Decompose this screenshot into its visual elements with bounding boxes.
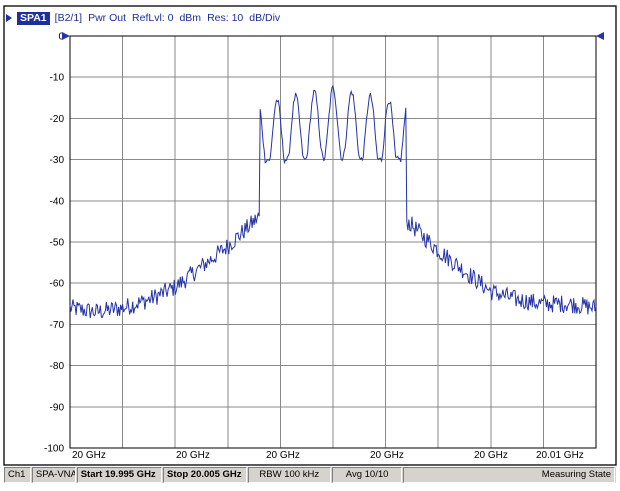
status-bar: Ch1 SPA-VNA Start 19.995 GHz Stop 20.005… xyxy=(4,467,616,483)
trace-params[interactable]: [B2/1] Pwr Out RefLvl: 0 dBm Res: 10 dB/… xyxy=(55,12,281,24)
x-tick-label: 20.01 GHz xyxy=(536,450,584,461)
x-tick-label: 20 GHz xyxy=(474,450,508,461)
trace-param-ref-level: RefLvl: 0 xyxy=(132,12,174,24)
status-channel[interactable]: Ch1 xyxy=(4,467,31,483)
chart-grid xyxy=(69,35,597,449)
y-tick-label: 0 xyxy=(58,32,64,43)
trace-param-measurement: Pwr Out xyxy=(88,12,127,24)
window-frame xyxy=(3,5,617,466)
status-averaging[interactable]: Avg 10/10 xyxy=(331,467,403,483)
trace-param-resolution-unit: dB/Div xyxy=(249,12,281,24)
ref-level-left-marker-icon xyxy=(62,32,70,40)
trace-param-resolution: Res: 10 xyxy=(207,12,244,24)
x-tick-label: 20 GHz xyxy=(176,450,210,461)
y-tick-label: -50 xyxy=(50,238,65,249)
y-tick-label: -30 xyxy=(50,155,65,166)
y-axis-labels: 0 -10 -20 -30 -40 -50 -60 -70 -80 -90 -100 xyxy=(44,32,64,455)
x-tick-label: 20 GHz xyxy=(370,450,404,461)
trace-header: SPA1 [B2/1] Pwr Out RefLvl: 0 dBm Res: 1… xyxy=(6,10,280,26)
status-measuring-state: Measuring State xyxy=(403,467,615,483)
status-stop-frequency[interactable]: Stop 20.005 GHz xyxy=(163,467,247,483)
active-trace-arrow-icon xyxy=(6,14,12,22)
y-tick-label: -80 xyxy=(50,361,65,372)
y-tick-label: -20 xyxy=(50,114,65,125)
y-tick-label: -90 xyxy=(50,402,65,413)
reference-markers xyxy=(62,32,604,40)
ref-level-right-marker-icon xyxy=(596,32,604,40)
status-start-frequency[interactable]: Start 19.995 GHz xyxy=(76,467,163,483)
x-tick-label: 20 GHz xyxy=(266,450,300,461)
trace-param-ref-unit: dBm xyxy=(179,12,202,24)
plot-frame xyxy=(69,35,597,449)
y-tick-label: -10 xyxy=(50,73,65,84)
y-tick-label: -100 xyxy=(44,444,64,455)
trace-param-port: [B2/1] xyxy=(54,12,83,24)
status-rbw[interactable]: RBW 100 kHz xyxy=(247,467,331,483)
x-axis-labels: 20 GHz 20 GHz 20 GHz 20 GHz 20 GHz 20.01 GHz xyxy=(72,450,584,461)
y-tick-label: -40 xyxy=(50,196,65,207)
y-tick-label: -70 xyxy=(50,320,65,331)
spectrum-trace xyxy=(69,84,597,319)
x-tick-label: 20 GHz xyxy=(72,450,106,461)
y-tick-label: -60 xyxy=(50,279,65,290)
spectrum-chart: 0-10-20-30-40-50-60-70-80-90-100 20 GHz 2… xyxy=(3,5,617,466)
status-mode[interactable]: SPA-VNA xyxy=(31,467,76,483)
trace-tag[interactable]: SPA1 xyxy=(17,11,50,25)
trace-group xyxy=(69,84,597,319)
